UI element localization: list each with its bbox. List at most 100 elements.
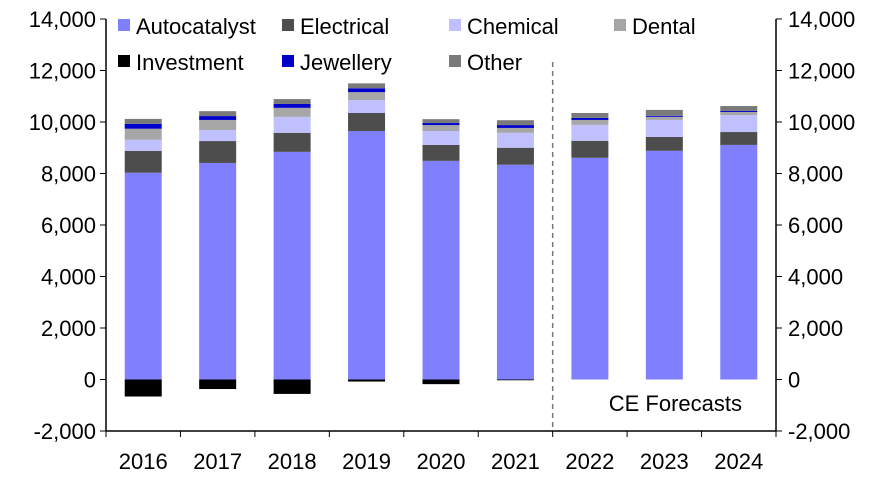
legend-swatch-chemical <box>449 19 461 31</box>
bar-electrical-2022 <box>571 140 609 158</box>
bar-investment-2018 <box>273 379 311 394</box>
legend-label-autocatalyst: Autocatalyst <box>136 14 256 39</box>
x-tick-label: 2016 <box>119 449 168 474</box>
bar-chemical-2020 <box>422 131 460 145</box>
bar-dental-2023 <box>645 116 683 120</box>
y-tick-label-left: 8,000 <box>41 162 96 187</box>
y-tick-label-right: -2,000 <box>788 419 850 444</box>
bar-autocatalyst-2023 <box>645 150 683 380</box>
bar-electrical-2017 <box>199 141 237 163</box>
bar-chemical-2022 <box>571 124 609 141</box>
x-tick-label: 2022 <box>565 449 614 474</box>
bar-jewellery-2019 <box>348 88 386 93</box>
x-tick-label: 2020 <box>417 449 466 474</box>
y-tick-label-right: 8,000 <box>788 162 843 187</box>
bar-dental-2016 <box>124 128 162 140</box>
bar-jewellery-2016 <box>124 123 162 129</box>
legend-swatch-investment <box>118 55 130 67</box>
bar-chemical-2024 <box>720 115 758 133</box>
bar-other-2019 <box>348 83 386 89</box>
bar-autocatalyst-2024 <box>720 144 758 380</box>
bar-dental-2018 <box>273 107 311 117</box>
y-tick-label-left: 14,000 <box>29 7 96 32</box>
x-tick-label: 2017 <box>193 449 242 474</box>
y-tick-label-left: 0 <box>84 368 96 393</box>
bar-jewellery-2017 <box>199 116 237 120</box>
bar-autocatalyst-2019 <box>348 131 386 380</box>
y-tick-label-right: 6,000 <box>788 213 843 238</box>
bar-dental-2019 <box>348 92 386 101</box>
y-tick-label-right: 4,000 <box>788 265 843 290</box>
bar-autocatalyst-2022 <box>571 157 609 380</box>
y-tick-label-left: 12,000 <box>29 59 96 84</box>
legend-swatch-autocatalyst <box>118 19 130 31</box>
y-tick-label-left: 4,000 <box>41 265 96 290</box>
legend-label-chemical: Chemical <box>467 14 559 39</box>
bar-other-2023 <box>645 109 683 116</box>
bar-investment-2016 <box>124 379 162 397</box>
y-tick-label-right: 12,000 <box>788 59 855 84</box>
bar-investment-2021 <box>496 379 534 381</box>
bar-electrical-2021 <box>496 147 534 165</box>
x-tick-label: 2023 <box>640 449 689 474</box>
y-tick-label-left: 2,000 <box>41 316 96 341</box>
bar-autocatalyst-2021 <box>496 164 534 380</box>
bar-investment-2020 <box>422 379 460 385</box>
bar-chemical-2017 <box>199 129 237 142</box>
y-tick-label-left: -2,000 <box>34 419 96 444</box>
legend-label-investment: Investment <box>136 50 244 75</box>
legend-label-other: Other <box>467 50 522 75</box>
y-tick-label-left: 6,000 <box>41 213 96 238</box>
bar-investment-2019 <box>348 379 386 382</box>
bar-dental-2024 <box>720 111 758 116</box>
bar-jewellery-2023 <box>645 115 683 117</box>
bar-jewellery-2024 <box>720 110 758 112</box>
x-tick-label: 2019 <box>342 449 391 474</box>
bar-other-2024 <box>720 106 758 111</box>
legend-swatch-jewellery <box>282 55 294 67</box>
y-tick-label-right: 14,000 <box>788 7 855 32</box>
bar-electrical-2018 <box>273 132 311 152</box>
bar-other-2017 <box>199 111 237 117</box>
bar-other-2020 <box>422 119 460 124</box>
bar-investment-2017 <box>199 379 237 390</box>
bar-chemical-2018 <box>273 116 311 133</box>
legend-swatch-other <box>449 55 461 67</box>
bar-electrical-2020 <box>422 144 460 161</box>
bar-electrical-2024 <box>720 132 758 145</box>
bar-electrical-2016 <box>124 150 162 173</box>
bar-electrical-2023 <box>645 136 683 151</box>
bar-other-2018 <box>273 99 311 104</box>
legend-label-jewellery: Jewellery <box>300 50 392 75</box>
legend-label-electrical: Electrical <box>300 14 389 39</box>
y-tick-label-right: 0 <box>788 368 800 393</box>
bar-autocatalyst-2020 <box>422 160 460 380</box>
forecast-annotation: CE Forecasts <box>609 391 742 416</box>
bar-electrical-2019 <box>348 112 386 132</box>
legend-swatch-electrical <box>282 19 294 31</box>
x-tick-label: 2018 <box>268 449 317 474</box>
y-tick-label-right: 10,000 <box>788 110 855 135</box>
legend-swatch-dental <box>614 19 626 31</box>
bar-autocatalyst-2017 <box>199 162 237 380</box>
bar-dental-2020 <box>422 125 460 132</box>
y-tick-label-left: 10,000 <box>29 110 96 135</box>
bar-chemical-2016 <box>124 139 162 151</box>
legend-label-dental: Dental <box>632 14 696 39</box>
x-tick-label: 2024 <box>714 449 763 474</box>
bar-autocatalyst-2018 <box>273 151 311 380</box>
bar-chemical-2019 <box>348 100 386 113</box>
bar-dental-2017 <box>199 119 237 130</box>
bar-other-2016 <box>124 118 162 124</box>
bar-jewellery-2018 <box>273 103 311 108</box>
bar-autocatalyst-2016 <box>124 172 162 380</box>
bar-other-2021 <box>496 120 534 126</box>
bar-jewellery-2020 <box>422 123 460 126</box>
bar-chemical-2023 <box>645 119 683 137</box>
bar-dental-2022 <box>571 119 609 125</box>
x-tick-label: 2021 <box>491 449 540 474</box>
y-tick-label-right: 2,000 <box>788 316 843 341</box>
bar-jewellery-2022 <box>571 117 609 120</box>
bar-chemical-2021 <box>496 132 534 148</box>
